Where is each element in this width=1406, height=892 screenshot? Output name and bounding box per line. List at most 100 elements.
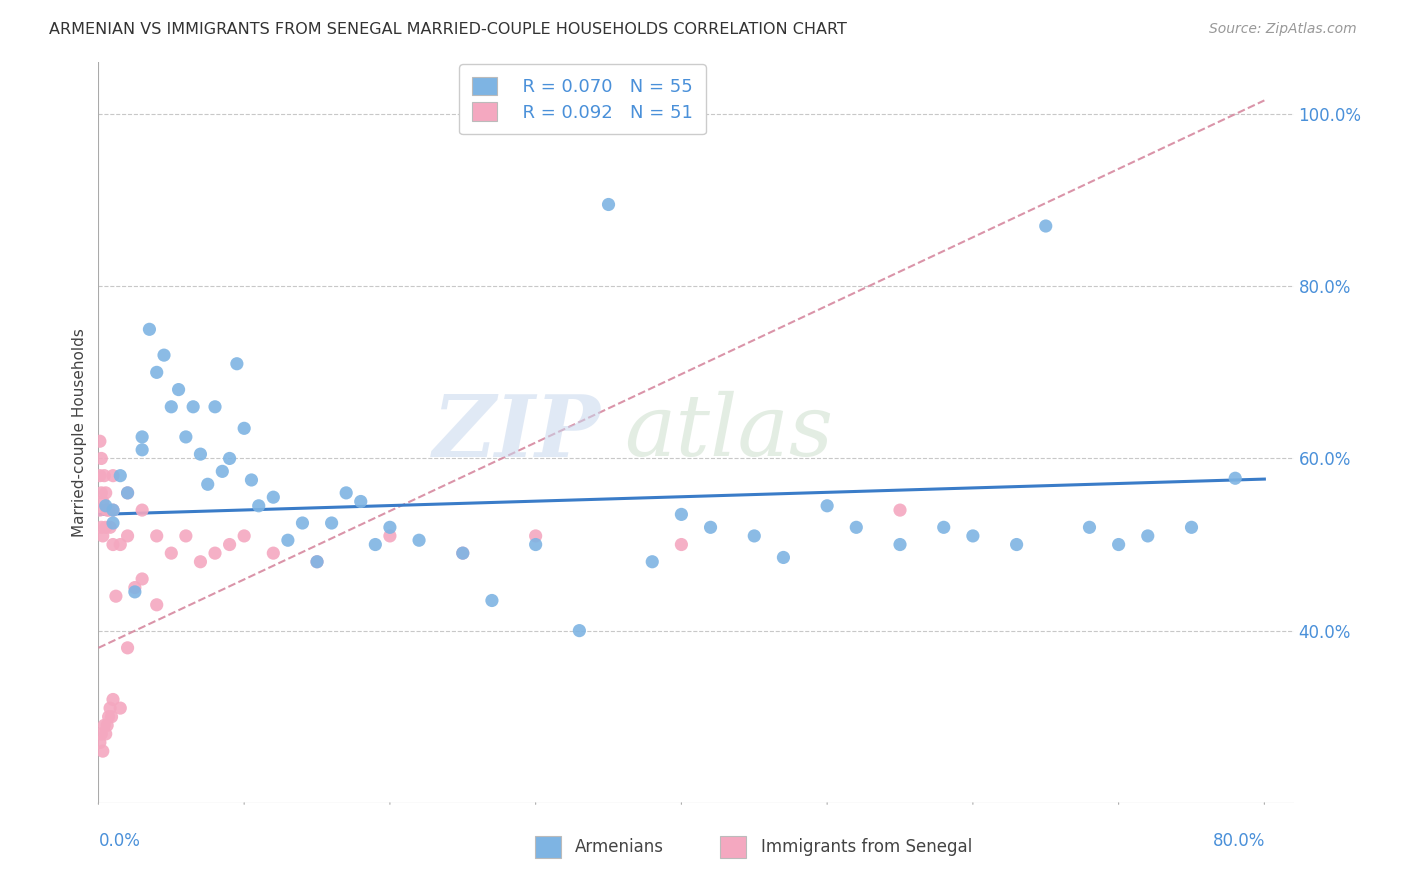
Point <box>90 486 112 500</box>
Point <box>364 537 387 551</box>
Point <box>772 550 794 565</box>
Point <box>1136 529 1159 543</box>
Point <box>110 701 132 715</box>
Point <box>1035 219 1057 233</box>
Point <box>262 546 284 560</box>
Point <box>305 555 328 569</box>
Point <box>845 520 868 534</box>
Point <box>117 486 139 500</box>
Point <box>101 468 124 483</box>
Point <box>160 546 183 560</box>
Point <box>699 520 721 534</box>
Point <box>174 430 197 444</box>
Point <box>101 503 124 517</box>
Point <box>204 400 226 414</box>
Point <box>89 468 111 483</box>
Point <box>174 529 197 543</box>
Point <box>218 451 240 466</box>
Point <box>89 735 111 749</box>
Point <box>247 499 270 513</box>
Point <box>94 499 117 513</box>
Point <box>117 640 139 655</box>
Point <box>98 520 121 534</box>
Point <box>93 468 115 483</box>
Point <box>98 701 121 715</box>
FancyBboxPatch shape <box>534 836 561 858</box>
Point <box>1078 520 1101 534</box>
Point <box>91 744 114 758</box>
Point <box>335 486 357 500</box>
Point <box>524 537 547 551</box>
Legend:   R = 0.070   N = 55,   R = 0.092   N = 51: R = 0.070 N = 55, R = 0.092 N = 51 <box>458 64 706 135</box>
Point <box>378 520 401 534</box>
Y-axis label: Married-couple Households: Married-couple Households <box>72 328 87 537</box>
Point <box>1005 537 1028 551</box>
Point <box>93 718 115 732</box>
Point <box>90 451 112 466</box>
Point <box>742 529 765 543</box>
Point <box>94 520 117 534</box>
Point <box>815 499 838 513</box>
Point <box>291 516 314 530</box>
Text: ZIP: ZIP <box>433 391 600 475</box>
Point <box>218 537 240 551</box>
Point <box>101 692 124 706</box>
Point <box>145 529 167 543</box>
Point <box>190 447 212 461</box>
Point <box>101 537 124 551</box>
Point <box>1108 537 1130 551</box>
Point <box>1180 520 1202 534</box>
Point <box>101 503 124 517</box>
Point <box>145 365 167 379</box>
Text: Immigrants from Senegal: Immigrants from Senegal <box>761 838 972 856</box>
Point <box>110 468 132 483</box>
Point <box>277 533 299 548</box>
Point <box>240 473 263 487</box>
Point <box>321 516 343 530</box>
Point <box>124 581 146 595</box>
Point <box>100 709 122 723</box>
Point <box>641 555 664 569</box>
Point <box>138 322 160 336</box>
Point <box>181 400 204 414</box>
Point <box>90 727 112 741</box>
Point <box>233 529 256 543</box>
Point <box>91 494 114 508</box>
Point <box>451 546 474 560</box>
Text: atlas: atlas <box>624 392 834 474</box>
Point <box>408 533 430 548</box>
Point <box>117 529 139 543</box>
Point <box>378 529 401 543</box>
Point <box>94 486 117 500</box>
Point <box>305 555 328 569</box>
Point <box>89 503 111 517</box>
Point <box>97 709 120 723</box>
Point <box>110 537 132 551</box>
Point <box>350 494 373 508</box>
Point <box>932 520 955 534</box>
FancyBboxPatch shape <box>720 836 747 858</box>
Point <box>233 421 256 435</box>
Point <box>197 477 219 491</box>
Point <box>167 383 190 397</box>
Point <box>190 555 212 569</box>
Point <box>131 430 153 444</box>
Point <box>671 508 693 522</box>
Text: Source: ZipAtlas.com: Source: ZipAtlas.com <box>1209 22 1357 37</box>
Point <box>104 589 127 603</box>
Point <box>153 348 176 362</box>
Point <box>131 503 153 517</box>
Point <box>962 529 984 543</box>
Point <box>96 503 118 517</box>
Point <box>131 572 153 586</box>
Point <box>160 400 183 414</box>
Point <box>568 624 591 638</box>
Point <box>145 598 167 612</box>
Point <box>451 546 474 560</box>
Point <box>262 490 284 504</box>
Text: Armenians: Armenians <box>575 838 664 856</box>
Point <box>225 357 247 371</box>
Point <box>91 529 114 543</box>
Point <box>598 197 620 211</box>
Point <box>889 503 911 517</box>
